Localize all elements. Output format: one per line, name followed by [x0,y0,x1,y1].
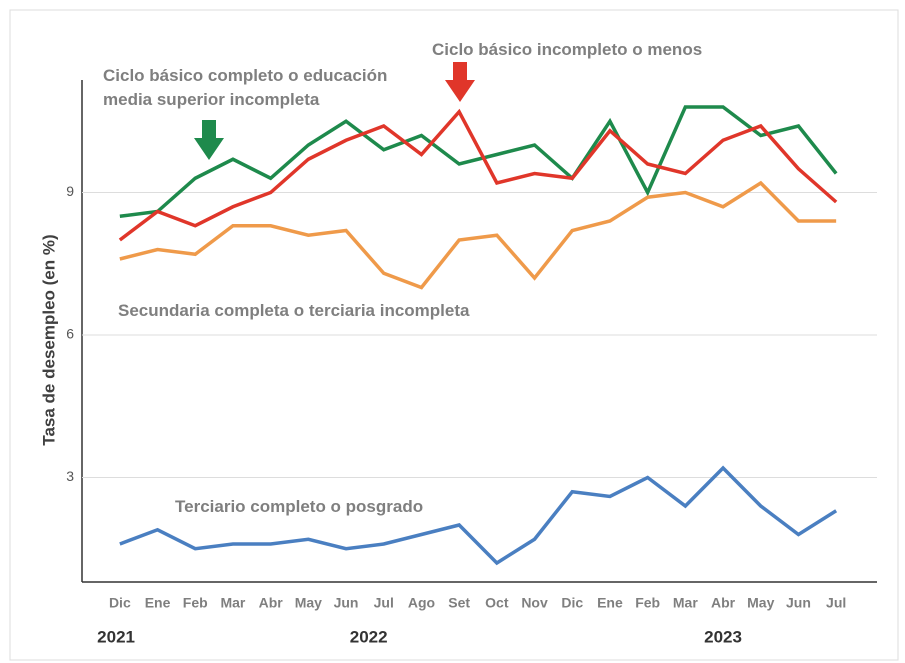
frame [9,9,899,661]
series-label: Terciario completo o posgrado [175,497,424,516]
y-tick-label: 3 [66,468,74,484]
series-label: Secundaria completa o terciaria incomple… [118,301,470,320]
x-tick-label: Jul [374,595,394,611]
series-label: Ciclo básico incompleto o menos [432,40,703,59]
x-tick-label: Feb [183,595,208,611]
x-tick-label: May [747,595,774,611]
y-axis-label: Tasa de desempleo (en %) [39,234,58,445]
x-tick-label: Abr [259,595,284,611]
x-tick-label: Oct [485,595,509,611]
series-line [119,105,838,218]
year-label: 2023 [704,627,742,646]
x-tick-label: Mar [673,595,698,611]
x-tick-label: Jul [826,595,846,611]
x-tick-label: Ene [145,595,171,611]
x-tick-label: Ene [597,595,623,611]
series-line [118,108,838,242]
year-label: 2022 [350,627,388,646]
x-tick-label: Abr [711,595,736,611]
x-tick-label: Jun [786,595,811,611]
x-tick-label: Feb [635,595,660,611]
x-tick-label: Dic [561,595,583,611]
x-tick-label: Ago [408,595,435,611]
x-tick-label: Set [448,595,470,611]
year-label: 2021 [97,627,135,646]
x-tick-label: Jun [334,595,359,611]
x-tick-label: May [295,595,322,611]
x-tick-label: Dic [109,595,131,611]
arrow [194,120,224,160]
series-label: Ciclo básico completo o educación media … [103,66,388,109]
series-line [119,180,837,290]
y-tick-label: 9 [66,183,74,199]
x-tick-label: Nov [521,595,548,611]
arrow [445,62,475,102]
y-tick-label: 6 [66,326,74,342]
x-tick-label: Mar [220,595,245,611]
series-line [119,465,838,566]
